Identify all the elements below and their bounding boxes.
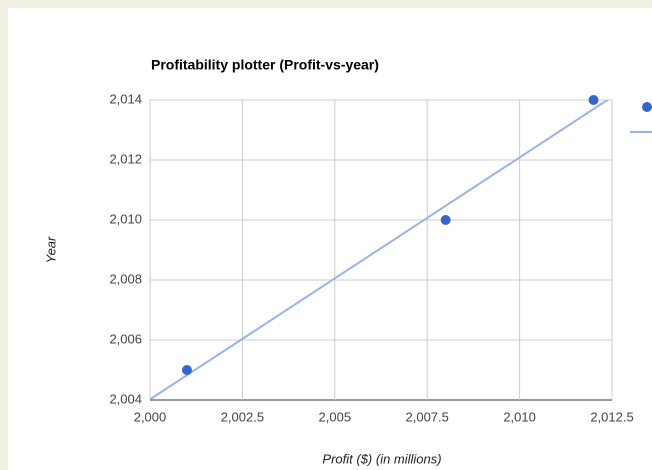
point	[181, 365, 192, 375]
trendline	[150, 100, 610, 400]
y-tick-label: 2,014	[109, 91, 142, 106]
chart-title: Profitability plotter (Profit-vs-year)	[151, 57, 379, 73]
x-axis-title: Profit ($) (in millions)	[322, 451, 441, 466]
y-axis-title: Year	[43, 236, 58, 263]
x-tick-label: 2,005	[319, 409, 352, 424]
y-tick-label: 2,004	[109, 391, 142, 406]
y-tick-label: 2,008	[109, 271, 142, 286]
chart-panel	[8, 8, 652, 470]
x-tick-label: 2,000	[134, 409, 167, 424]
x-tick-label: 2,012.5	[590, 409, 633, 424]
point	[588, 95, 599, 105]
x-tick-label: 2,007.5	[406, 409, 449, 424]
y-tick-label: 2,012	[109, 151, 142, 166]
y-tick-label: 2,010	[109, 211, 142, 226]
x-tick-label: 2,002.5	[221, 409, 264, 424]
y-tick-label: 2,006	[109, 331, 142, 346]
legend-marker	[642, 102, 652, 112]
x-tick-label: 2,010	[503, 409, 536, 424]
point	[440, 215, 451, 225]
